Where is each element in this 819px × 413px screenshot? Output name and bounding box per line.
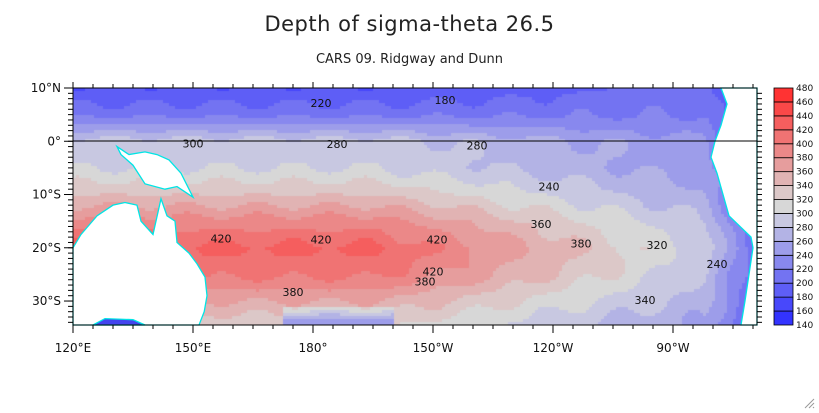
x-tick-label: 150°E [175, 341, 212, 355]
x-tick-label: 120°E [55, 341, 92, 355]
colorbar-label: 280 [796, 223, 813, 233]
y-tick-label: 10°S [32, 188, 61, 202]
chart-subtitle: CARS 09. Ridgway and Dunn [315, 52, 504, 67]
contour-label: 420 [423, 266, 444, 279]
colorbar-swatch [773, 268, 794, 284]
colorbar: 140 160 180 200 220 240 260 280 300 320 340 360 380 4… [773, 84, 813, 331]
resize-grip-icon[interactable] [803, 397, 815, 409]
y-tick-label: 20°S [32, 241, 61, 255]
contour-label: 380 [415, 275, 436, 288]
colorbar-label: 340 [796, 182, 813, 192]
x-tick-label: 90°W [656, 341, 689, 355]
contour-label: 280 [467, 140, 488, 153]
colorbar-swatch [773, 310, 794, 326]
colorbar-swatch [773, 171, 794, 186]
land-masses [72, 87, 758, 326]
new-guinea-landmass [115, 144, 195, 200]
contour-label: 360 [531, 218, 552, 231]
contour-label: 420 [311, 233, 332, 246]
contour-label: 240 [539, 181, 560, 194]
colorbar-swatch [773, 101, 794, 117]
colorbar-label: 440 [796, 112, 813, 122]
contour-label: 180 [435, 94, 456, 107]
colorbar-label: 180 [796, 293, 813, 303]
colorbar-swatch [773, 227, 794, 242]
x-tick-label: 120°W [533, 341, 574, 355]
colorbar-swatch [773, 129, 794, 145]
australia-landmass [72, 196, 208, 326]
contour-label: 280 [327, 138, 348, 151]
contour-label: 420 [211, 233, 232, 246]
colorbar-label: 160 [796, 307, 813, 317]
x-tick-label: 150°W [413, 341, 454, 355]
colorbar-swatch [773, 254, 794, 270]
contour-label: 240 [707, 258, 728, 271]
colorbar-swatch [773, 240, 794, 256]
contour-label: 320 [647, 239, 668, 252]
contour-label: 380 [283, 286, 304, 299]
colorbar-label: 380 [796, 154, 813, 164]
contour-labels: 220 180 300 280 280 240 420 420 420 360 380 320 240 4… [183, 94, 728, 307]
x-tick-label: 180° [299, 341, 328, 355]
colorbar-swatch [773, 185, 794, 200]
colorbar-swatch [773, 87, 794, 103]
contour-label: 220 [311, 97, 332, 110]
contour-label: 300 [183, 137, 204, 150]
colorbar-label: 260 [796, 237, 813, 247]
colorbar-label: 460 [796, 98, 813, 108]
colorbar-label: 300 [796, 209, 813, 219]
colorbar-swatch [773, 296, 794, 312]
colorbar-swatch [773, 115, 794, 131]
colorbar-label: 360 [796, 168, 813, 178]
colorbar-label: 140 [796, 321, 813, 331]
south-america-coast [710, 87, 758, 326]
colorbar-swatch [773, 157, 794, 173]
colorbar-label: 220 [796, 265, 813, 275]
axis-ticks: 120°E 150°E 180° 150°W 120°W 90°W 10°N 0° 10°S 20… [31, 81, 762, 355]
colorbar-label: 240 [796, 251, 813, 261]
colorbar-label: 480 [796, 84, 813, 94]
contour-label: 340 [635, 294, 656, 307]
y-tick-label: 10°N [31, 81, 61, 95]
contour-label: 420 [427, 233, 448, 246]
contour-label: 380 [571, 238, 592, 251]
plot-frame [72, 87, 758, 326]
colorbar-label: 200 [796, 279, 813, 289]
chart-title: Depth of sigma-theta 26.5 [264, 12, 555, 36]
colorbar-swatch [773, 282, 794, 298]
colorbar-label: 320 [796, 196, 813, 206]
colorbar-swatch [773, 213, 794, 228]
y-tick-label: 0° [47, 134, 61, 148]
y-tick-label: 30°S [32, 294, 61, 308]
colorbar-swatch [773, 199, 794, 214]
colorbar-label: 400 [796, 140, 813, 150]
colorbar-swatch [773, 143, 794, 159]
colorbar-label: 420 [796, 126, 813, 136]
